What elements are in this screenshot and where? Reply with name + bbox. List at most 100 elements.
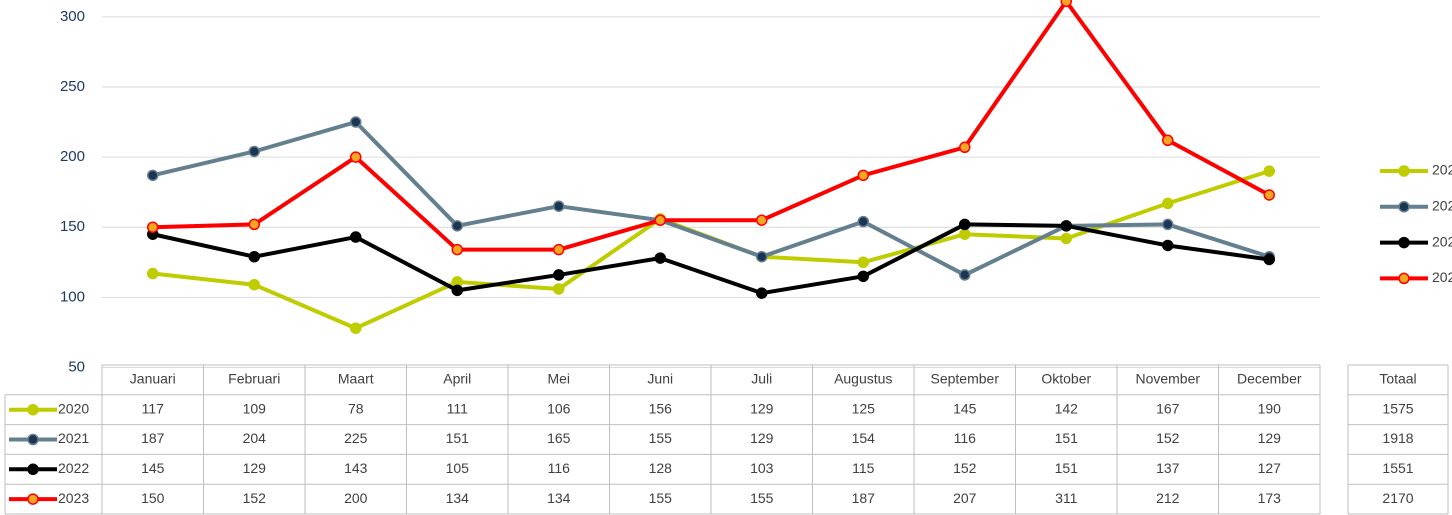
row-label: 2022 [58, 460, 89, 476]
x-tick-label: November [1135, 371, 1200, 387]
marker [248, 278, 260, 291]
table-cell: 106 [547, 400, 571, 416]
marker [248, 145, 260, 158]
table-cell: 204 [243, 430, 267, 446]
table-cell: 103 [750, 460, 774, 476]
legend-label: 2022 [1432, 233, 1452, 249]
table-cell: 173 [1258, 490, 1282, 506]
total-cell: 1918 [1382, 430, 1413, 446]
table-cell: 152 [243, 490, 267, 506]
marker [1263, 253, 1275, 266]
table-cell: 115 [852, 460, 875, 476]
legend-marker [1398, 272, 1410, 285]
marker [350, 151, 362, 163]
x-tick-label: September [931, 371, 1000, 387]
marker [553, 269, 565, 281]
marker [147, 169, 159, 182]
table-cell: 152 [953, 460, 977, 476]
marker [959, 269, 971, 281]
series-line [152, 169, 1270, 331]
marker [451, 284, 463, 297]
table-cell: 142 [1055, 400, 1079, 416]
marker [451, 243, 463, 256]
table-cell: 145 [953, 400, 977, 416]
marker [756, 287, 768, 299]
table-cell: 125 [852, 400, 876, 416]
table-cell: 190 [1258, 400, 1282, 416]
table-cell: 105 [446, 460, 470, 476]
marker [959, 218, 971, 231]
total-cell: 1551 [1382, 460, 1413, 476]
table-cell: 155 [750, 490, 774, 506]
marker [1060, 0, 1072, 8]
marker [350, 231, 362, 243]
table-cell: 78 [348, 400, 364, 416]
table-cell: 311 [1055, 490, 1078, 506]
table-cell: 212 [1156, 490, 1180, 506]
table-cell: 150 [141, 490, 165, 506]
table-cell: 111 [447, 400, 468, 416]
table-cell: 137 [1156, 460, 1180, 476]
table-cell: 109 [243, 400, 267, 416]
table-cell: 167 [1156, 400, 1180, 416]
x-tick-label: Augustus [834, 371, 892, 387]
table-cell: 128 [649, 460, 673, 476]
table-cell: 187 [852, 490, 876, 506]
y-tick-label: 50 [68, 358, 85, 375]
table-cell: 129 [1258, 430, 1282, 446]
x-tick-label: December [1237, 371, 1302, 387]
marker [350, 116, 362, 128]
marker [756, 250, 768, 263]
marker [1060, 232, 1072, 245]
legend-marker [27, 493, 39, 505]
row-label: 2021 [58, 430, 89, 446]
marker [857, 215, 869, 228]
y-tick-label: 100 [60, 288, 85, 305]
table-cell: 151 [1055, 460, 1079, 476]
marker [1162, 134, 1174, 147]
marker [959, 228, 971, 240]
table-cell: 129 [750, 400, 774, 416]
total-cell: 2170 [1382, 490, 1413, 506]
marker [147, 221, 159, 233]
marker [1162, 218, 1174, 231]
table-cell: 151 [446, 430, 470, 446]
marker [1162, 197, 1174, 210]
marker [654, 214, 666, 226]
x-tick-label: Juni [647, 371, 673, 387]
marker [553, 243, 565, 256]
table-cell: 143 [344, 460, 368, 476]
marker [857, 169, 869, 182]
table-cell: 129 [750, 430, 774, 446]
legend-marker [1398, 165, 1410, 177]
marker [350, 322, 362, 334]
marker [147, 267, 159, 280]
x-tick-label: Januari [130, 371, 176, 387]
table-cell: 127 [1258, 460, 1282, 476]
table-cell: 165 [547, 430, 571, 446]
table-cell: 145 [141, 460, 165, 476]
table-cell: 200 [344, 490, 368, 506]
table-cell: 154 [852, 430, 876, 446]
x-tick-label: April [443, 371, 471, 387]
marker [248, 218, 260, 231]
series-line [152, 0, 1271, 252]
table-cell: 152 [1156, 430, 1180, 446]
x-tick-label: Oktober [1041, 371, 1091, 387]
series-line [152, 120, 1270, 277]
table-cell: 134 [547, 490, 571, 506]
row-label: 2023 [58, 490, 89, 506]
x-tick-label: Februari [228, 371, 280, 387]
marker [553, 200, 565, 212]
table-cell: 225 [344, 430, 368, 446]
table-cell: 155 [649, 430, 673, 446]
marker [1060, 220, 1072, 232]
table-cell: 116 [548, 460, 571, 476]
legend-marker [1398, 236, 1410, 249]
table-cell: 156 [649, 400, 673, 416]
table-cell: 129 [243, 460, 267, 476]
marker [1162, 239, 1174, 252]
legend-marker [27, 463, 39, 476]
